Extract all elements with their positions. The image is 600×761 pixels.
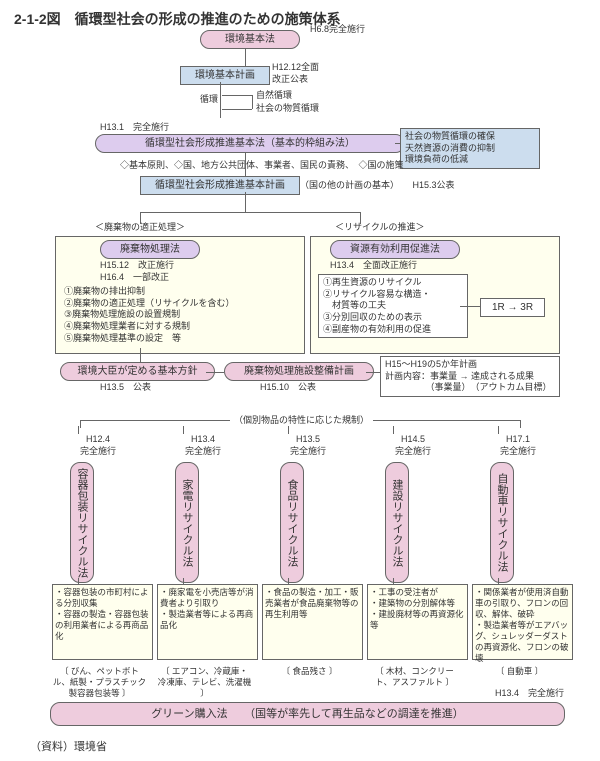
box-haiki-shori: 廃棄物処理法 bbox=[100, 240, 200, 259]
law-name: 容器包装リサイクル法 bbox=[70, 462, 94, 583]
item-label: 〔 びん、ペットボトル、紙製・プラスチック製容器包装等 〕 bbox=[52, 666, 147, 699]
label-shakai: 社会の物質循環 bbox=[256, 103, 319, 115]
line bbox=[206, 372, 224, 373]
law-date: H12.4 完全施行 bbox=[80, 434, 116, 457]
law-desc: ・工事の受注者が ・建築物の分別解体等 ・建設廃材等の再資源化等 bbox=[367, 584, 468, 660]
label-h1212: H12.12全面 改正公表 bbox=[272, 62, 319, 85]
line bbox=[520, 420, 521, 428]
law-date: H14.5 完全施行 bbox=[395, 434, 431, 457]
recycle-header: ＜リサイクルの推進＞ bbox=[335, 222, 425, 234]
line bbox=[222, 95, 252, 96]
law-name: 家電リサイクル法 bbox=[175, 462, 199, 583]
box-junkangata-keikaku: 循環型社会形成推進基本計画 bbox=[140, 176, 300, 195]
box-kankyo-daijin: 環境大臣が定める基本方針 bbox=[60, 362, 215, 381]
line bbox=[395, 143, 400, 144]
item-label: 〔 食品残さ 〕 bbox=[262, 666, 357, 677]
item-label: 〔 自動車 〕 bbox=[472, 666, 567, 677]
box-five-year: H15～H19の5か年計画 計画内容：事業量 → 達成される成果 （事業量） （… bbox=[380, 356, 560, 397]
haiki-header: ＜廃棄物の適正処理＞ bbox=[95, 222, 185, 234]
haiki-list: ①廃棄物の排出抑制 ②廃棄物の適正処理（リサイクルを含む） ③廃棄物処理施設の設… bbox=[64, 286, 235, 344]
box-green: グリーン購入法 （国等が率先して再生品などの調達を推進） bbox=[50, 702, 565, 726]
label-h1510-kohyo: H15.10 公表 bbox=[260, 382, 316, 394]
line bbox=[140, 348, 141, 362]
box-kankyo-kihon-keikaku: 環境基本計画 bbox=[180, 66, 270, 85]
line bbox=[220, 82, 221, 118]
label-h131: H13.1 完全施行 bbox=[100, 122, 169, 134]
shigen-list: ①再生資源のリサイクル ②リサイクル容易な構造・ 材質等の工夫 ③分別回収のため… bbox=[318, 274, 468, 338]
line bbox=[245, 152, 246, 176]
diagram-title: 2-1-2図 循環型社会の形成の推進のための施策体系 bbox=[10, 8, 345, 30]
law-name: 自動車リサイクル法 bbox=[490, 462, 514, 583]
line bbox=[222, 109, 252, 110]
line bbox=[80, 420, 81, 428]
kobetsu-header: （個別物品の特性に応じた規制） bbox=[230, 415, 373, 427]
law-desc: ・関係業者が使用済自動車の引取り、フロンの回収、解体、破砕 ・製造業者等がエアバ… bbox=[472, 584, 573, 660]
line bbox=[252, 95, 253, 109]
line bbox=[140, 212, 360, 213]
law-desc: ・容器包装の市町村による分別収集 ・容器の製造・容器包装の利用業者による再商品化 bbox=[52, 584, 153, 660]
label-h68: H6.8完全施行 bbox=[310, 24, 365, 36]
item-label: 〔 木材、コンクリート、アスファルト 〕 bbox=[367, 666, 462, 688]
law-date: H13.5 完全施行 bbox=[290, 434, 326, 457]
box-kankyo-kihonho: 環境基本法 bbox=[200, 30, 300, 49]
label-junkan: 循環 bbox=[200, 94, 218, 106]
item-label: 〔 エアコン、冷蔵庫・冷凍庫、テレビ、洗濯機 〕 bbox=[157, 666, 252, 699]
label-roles: ◇基本原則、◇国、地方公共団体、事業者、国民の責務、 ◇国の施策 bbox=[120, 160, 404, 172]
label-h164: H16.4 一部改正 bbox=[100, 272, 169, 284]
box-junkangata-kihonho: 循環型社会形成推進基本法（基本的枠組み法） bbox=[95, 134, 405, 153]
law-date: H17.1 完全施行 bbox=[500, 434, 536, 457]
law-name: 建設リサイクル法 bbox=[385, 462, 409, 583]
line bbox=[366, 372, 380, 373]
source: （資料）環境省 bbox=[30, 740, 107, 754]
box-haiki-shisetsu: 廃棄物処理施設整備計画 bbox=[224, 362, 374, 381]
law-desc: ・食品の製造・加工・販売業者が食品廃棄物等の再生利用等 bbox=[262, 584, 363, 660]
line bbox=[245, 48, 246, 66]
label-h135-kohyo: H13.5 公表 bbox=[100, 382, 151, 394]
law-name: 食品リサイクル法 bbox=[280, 462, 304, 583]
law-date: H13.4 完全施行 bbox=[185, 434, 221, 457]
law-desc: ・廃家電を小売店等が消費者より引取り ・製造業者等による再商品化 bbox=[157, 584, 258, 660]
label-shizen: 自然循環 bbox=[256, 90, 292, 102]
line bbox=[245, 192, 246, 212]
box-shigen-yuko: 資源有効利用促進法 bbox=[330, 240, 460, 259]
label-kuni-hoka: （国の他の計画の基本） H15.3公表 bbox=[300, 180, 455, 192]
label-h134-kanzen: H13.4 完全施行 bbox=[495, 688, 564, 700]
box-bluegreen: 社会の物質循環の確保 天然資源の消費の抑制 環境負荷の低減 bbox=[400, 128, 540, 169]
label-h1512: H15.12 改正施行 bbox=[100, 260, 174, 272]
line bbox=[460, 306, 480, 307]
label-h134-zenmen: H13.4 全面改正施行 bbox=[330, 260, 417, 272]
box-1r3r: 1R → 3R bbox=[480, 298, 545, 317]
